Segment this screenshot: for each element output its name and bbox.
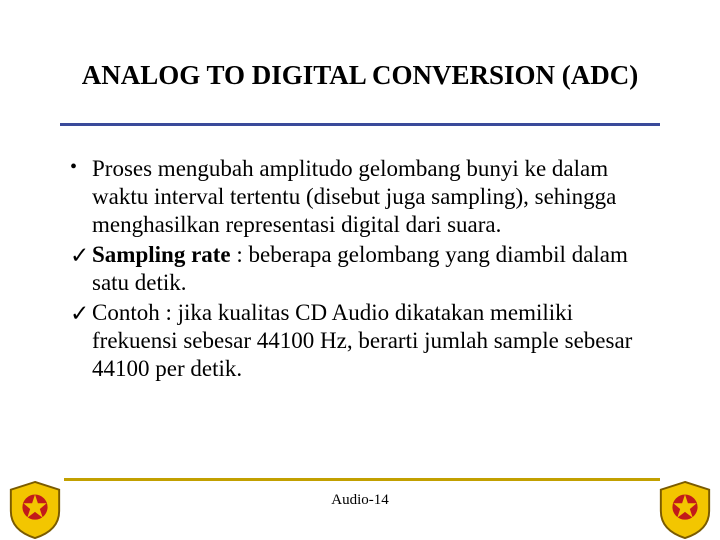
bullet-text: Proses mengubah amplitudo gelombang buny… xyxy=(92,155,652,239)
slide: ANALOG TO DIGITAL CONVERSION (ADC) •Pros… xyxy=(0,0,720,540)
crest-icon xyxy=(6,480,64,540)
bottom-rule xyxy=(64,478,660,481)
check-icon: ✓ xyxy=(70,299,92,327)
logo-right xyxy=(656,480,714,540)
content-area: •Proses mengubah amplitudo gelombang bun… xyxy=(70,155,660,385)
slide-title: ANALOG TO DIGITAL CONVERSION (ADC) xyxy=(0,60,720,91)
bullet-text: Contoh : jika kualitas CD Audio dikataka… xyxy=(92,299,652,383)
bullet-item: ✓Contoh : jika kualitas CD Audio dikatak… xyxy=(70,299,660,383)
logo-left xyxy=(6,480,64,540)
slide-footer: Audio-14 xyxy=(0,492,720,509)
bullet-text: Sampling rate : beberapa gelombang yang … xyxy=(92,241,652,297)
bullet-item: ✓Sampling rate : beberapa gelombang yang… xyxy=(70,241,660,297)
bullet-marker: • xyxy=(70,155,92,179)
bold-term: Sampling rate xyxy=(92,242,231,267)
title-underline xyxy=(60,123,660,126)
crest-icon xyxy=(656,480,714,540)
bullet-item: •Proses mengubah amplitudo gelombang bun… xyxy=(70,155,660,239)
check-icon: ✓ xyxy=(70,241,92,269)
